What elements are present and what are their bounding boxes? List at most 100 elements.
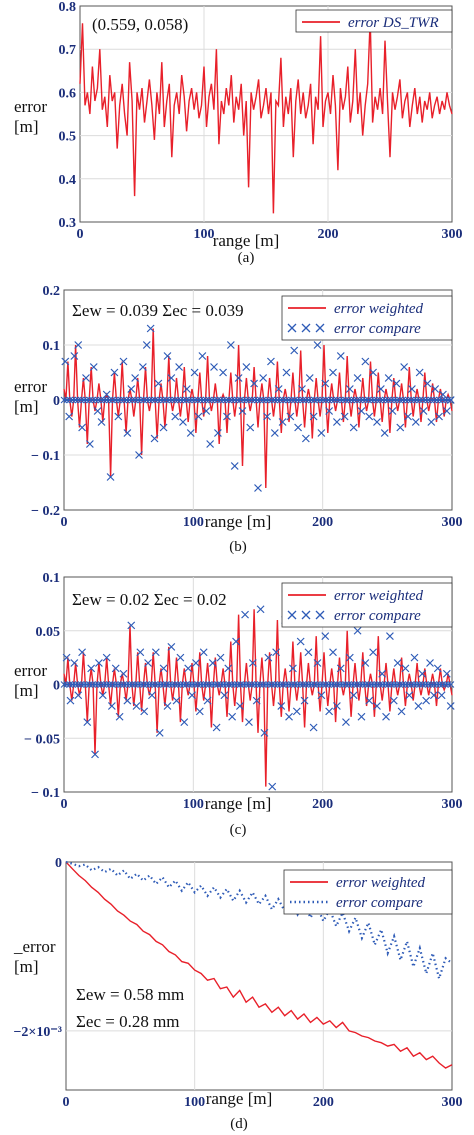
data-point-marker xyxy=(179,418,187,426)
data-point-marker xyxy=(309,723,318,732)
plot-area xyxy=(79,5,453,223)
y-tick-label: 0.7 xyxy=(59,43,77,58)
data-point-marker xyxy=(329,368,337,377)
data-point-marker xyxy=(380,429,389,437)
y-axis-label: [m] xyxy=(14,397,39,416)
data-point-marker xyxy=(206,440,215,448)
data-point-marker xyxy=(246,423,255,432)
data-point-marker xyxy=(401,664,410,673)
data-point-marker xyxy=(212,723,221,732)
data-point-marker xyxy=(369,368,378,377)
legend-marker xyxy=(287,610,297,620)
x-tick-label: 300 xyxy=(442,227,463,242)
data-point-marker xyxy=(102,653,111,662)
data-point-marker xyxy=(300,696,309,705)
y-axis-label: [m] xyxy=(14,957,39,976)
data-point-marker xyxy=(336,352,345,360)
data-point-marker xyxy=(272,648,281,657)
legend-box xyxy=(281,295,453,341)
y-tick-label: 0.5 xyxy=(59,130,77,145)
data-point-marker xyxy=(396,423,405,432)
data-point-marker xyxy=(389,696,398,705)
data-point-marker xyxy=(264,653,273,662)
data-point-marker xyxy=(66,696,75,705)
data-point-marker xyxy=(195,707,204,716)
legend-label: error compare xyxy=(336,895,423,911)
x-tick-label: 100 xyxy=(194,227,215,242)
legend-label: error compare xyxy=(334,608,421,624)
chart-panel-c: 0 100 200 300 − 0.1 − 0.05 0 0.05 0.1 range [m] er… xyxy=(14,571,463,838)
data-point-marker xyxy=(226,341,235,349)
data-point-marker xyxy=(361,357,370,366)
legend: error weighted error compare xyxy=(281,582,453,628)
data-point-marker xyxy=(198,352,207,360)
series-line-error-weighted xyxy=(63,609,453,787)
legend-marker xyxy=(315,610,325,620)
x-tick-label: 100 xyxy=(183,515,204,530)
data-point-marker xyxy=(154,379,163,388)
data-point-marker xyxy=(260,728,269,737)
data-point-marker xyxy=(277,702,286,710)
data-point-marker xyxy=(184,664,193,673)
data-point-marker xyxy=(98,691,107,700)
series-line-error-weighted xyxy=(65,861,453,1069)
data-point-marker xyxy=(106,473,115,481)
data-point-marker xyxy=(415,368,424,377)
data-point-marker xyxy=(439,390,447,399)
data-point-marker xyxy=(286,412,295,421)
figure-caption: (c) xyxy=(230,822,247,838)
data-point-marker xyxy=(114,412,123,421)
x-tick-label: 0 xyxy=(61,515,68,530)
data-point-marker xyxy=(388,407,397,415)
data-point-marker xyxy=(188,691,196,700)
data-point-marker xyxy=(292,707,301,716)
data-point-marker xyxy=(317,691,326,700)
data-point-marker xyxy=(313,341,322,349)
data-point-marker xyxy=(155,728,164,737)
data-point-marker xyxy=(138,363,147,371)
x-tick-label: 100 xyxy=(184,1095,205,1110)
annotation-text: Σec = 0.28 mm xyxy=(76,1012,180,1031)
data-point-marker xyxy=(357,712,366,721)
data-point-marker xyxy=(94,659,103,667)
data-point-marker xyxy=(220,691,229,700)
legend-box xyxy=(283,869,453,915)
data-point-marker xyxy=(369,648,378,657)
data-point-marker xyxy=(210,363,218,371)
data-point-marker xyxy=(163,702,172,710)
data-point-marker xyxy=(148,691,156,700)
data-point-marker xyxy=(119,669,128,678)
data-point-marker xyxy=(144,659,152,667)
data-point-marker xyxy=(435,412,443,421)
data-point-marker xyxy=(317,429,326,437)
data-point-marker xyxy=(127,385,136,393)
data-point-marker xyxy=(278,418,287,426)
data-point-marker xyxy=(422,696,431,705)
data-point-marker xyxy=(242,363,251,371)
data-point-marker xyxy=(437,691,446,700)
x-axis-label: range [m] xyxy=(205,794,272,813)
data-point-marker xyxy=(127,621,136,630)
y-tick-label: − 0.05 xyxy=(24,732,60,747)
data-point-marker xyxy=(325,407,334,415)
data-point-marker xyxy=(373,702,381,710)
y-axis-label: [m] xyxy=(14,681,39,700)
data-point-marker xyxy=(423,379,432,388)
data-point-marker xyxy=(245,718,253,727)
data-point-marker xyxy=(219,368,228,377)
data-point-marker xyxy=(110,368,119,377)
y-tick-label: 0 xyxy=(53,679,60,694)
data-point-marker xyxy=(171,412,180,421)
data-point-marker xyxy=(263,412,271,421)
data-point-marker xyxy=(332,702,341,710)
data-point-marker xyxy=(404,412,412,421)
y-tick-label: − 0.1 xyxy=(31,786,60,801)
figure-caption: (b) xyxy=(229,539,247,555)
y-tick-label: 0 xyxy=(55,856,62,871)
y-tick-label: − 0.1 xyxy=(31,449,60,464)
data-point-marker xyxy=(407,385,416,393)
x-tick-label: 0 xyxy=(63,1095,70,1110)
data-point-marker xyxy=(146,324,155,333)
data-point-marker xyxy=(107,702,116,710)
legend-marker xyxy=(287,323,297,333)
